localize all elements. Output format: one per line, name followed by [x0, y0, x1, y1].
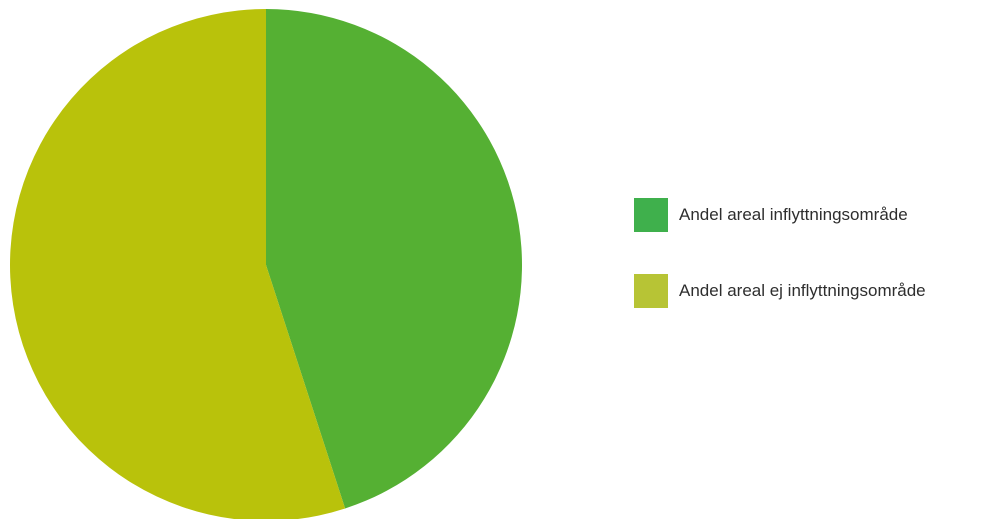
legend-label: Andel areal ej inflyttningsområde — [679, 281, 926, 300]
legend-item-ej-inflyttningsomrade: Andel areal ej inflyttningsområde — [634, 272, 1006, 310]
legend-label: Andel areal inflyttningsområde — [679, 205, 908, 224]
legend-swatch — [634, 274, 668, 308]
legend-item-inflyttningsomrade: Andel areal inflyttningsområde — [634, 196, 1006, 234]
legend-swatch — [634, 198, 668, 232]
pie-slices — [10, 9, 523, 519]
chart-legend: Andel areal inflyttningsområde Andel are… — [634, 196, 1006, 348]
pie-slice-1 — [266, 9, 523, 509]
pie-slice-2 — [10, 9, 346, 519]
